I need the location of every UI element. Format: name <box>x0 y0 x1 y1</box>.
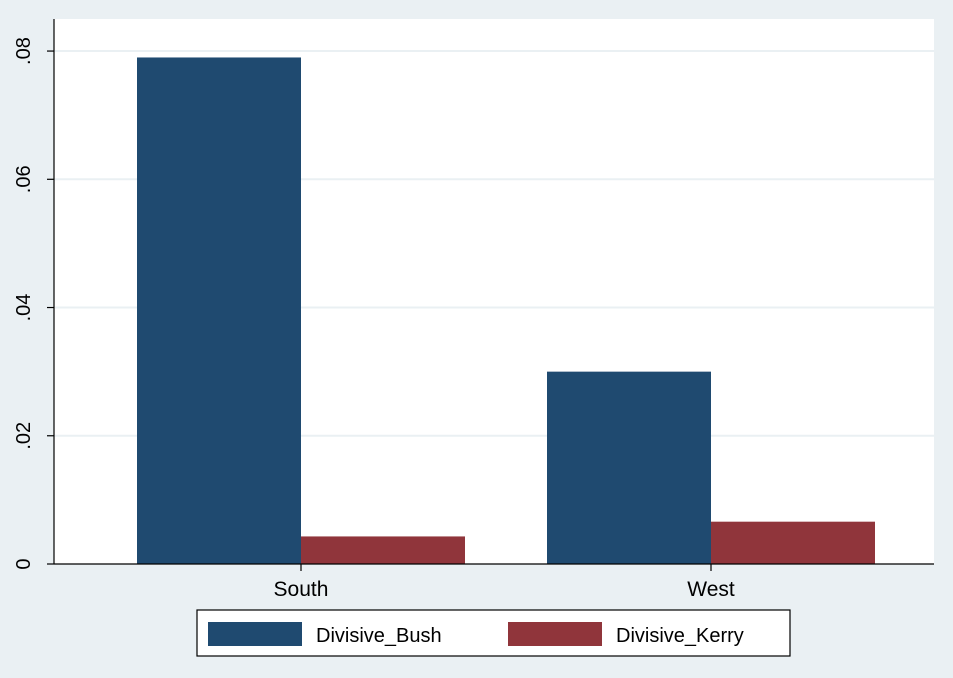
legend-label-divisive-kerry: Divisive_Kerry <box>616 625 744 647</box>
bar-west-divisive-kerry <box>711 521 875 564</box>
x-tick-label-west: West <box>687 578 735 601</box>
legend: Divisive_Bush Divisive_Kerry <box>196 609 791 657</box>
bar-south-divisive-kerry <box>301 536 465 564</box>
bars <box>137 57 875 565</box>
bar-south-divisive-bush <box>137 57 301 565</box>
y-tick-label: .02 <box>13 422 35 450</box>
y-tick-label: .06 <box>13 165 35 193</box>
legend-swatch-divisive-kerry <box>508 622 602 646</box>
y-tick-label: .08 <box>13 37 35 65</box>
x-tick-label-south: South <box>274 578 329 601</box>
y-tick-label: .04 <box>13 294 35 322</box>
y-tick-label: 0 <box>13 558 35 569</box>
bar-west-divisive-bush <box>547 371 711 564</box>
axes: 0 .02 .04 .06 .08 South West <box>13 19 934 601</box>
legend-swatch-divisive-bush <box>208 622 302 646</box>
legend-label-divisive-bush: Divisive_Bush <box>316 625 442 647</box>
